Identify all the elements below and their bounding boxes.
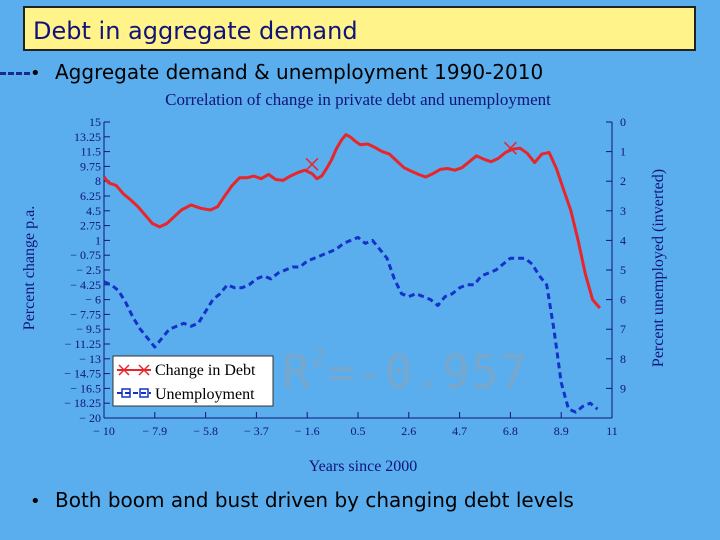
x-tick-label: − 3.7: [244, 424, 269, 438]
x-tick-label: 0.5: [351, 424, 366, 438]
r-squared-exponent: 2: [310, 343, 328, 373]
y-left-tick-label: − 0.75: [70, 248, 101, 262]
bullet-dot-1: •: [30, 63, 41, 84]
x-tick-label: − 5.8: [193, 424, 218, 438]
x-axis-label: Years since 2000: [309, 458, 418, 475]
debt-marker-point: [503, 141, 517, 155]
x-tick-label: 8.9: [554, 424, 569, 438]
x-tick-label: − 1.6: [295, 424, 320, 438]
y-right-tick-label: 7: [620, 322, 626, 336]
y-right-tick-label: 4: [620, 233, 626, 247]
y-left-tick-label: 13.25: [74, 130, 101, 144]
y-left-tick-label: 4.5: [86, 204, 101, 218]
x-tick-label: 6.8: [503, 424, 518, 438]
legend-marker-change-in-debt: [118, 364, 150, 376]
r-squared-label: R2=-0.957: [282, 343, 528, 399]
bullet-1: Aggregate demand & unemployment 1990-201…: [55, 60, 544, 84]
y-right-tick-label: 9: [620, 381, 626, 395]
y-left-tick-label: 1: [95, 233, 101, 247]
y-left-tick-label: − 6: [85, 293, 101, 307]
slide-title-box: Debt in aggregate demand: [23, 6, 696, 51]
series-line-unemployment: [103, 235, 599, 414]
y-left-tick-label: − 14.75: [64, 367, 101, 381]
x-tick-label: 4.7: [452, 424, 467, 438]
y-right-tick-label: 1: [620, 145, 626, 159]
y-left-tick-label: 9.75: [80, 159, 101, 173]
y-left-tick-label: − 18.25: [64, 396, 101, 410]
y-left-tick-label: 2.75: [80, 219, 101, 233]
x-tick-label: − 7.9: [142, 424, 167, 438]
y-right-tick-label: 8: [620, 352, 626, 366]
chart-title: Correlation of change in private debt an…: [165, 90, 551, 109]
y-right-tick-label: 3: [620, 204, 626, 218]
y-left-tick-label: − 16.5: [70, 381, 101, 395]
y-left-tick-label: − 4.25: [70, 278, 101, 292]
y-axis-left-label: Percent change p.a.: [21, 206, 38, 330]
bullet-dot-2: •: [30, 491, 41, 512]
r-squared-value: =-0.957: [327, 345, 529, 399]
y-left-tick-label: − 9.5: [76, 322, 101, 336]
slide-title: Debt in aggregate demand: [33, 17, 358, 45]
y-left-tick-label: − 20: [79, 411, 101, 425]
x-tick-label: 11: [606, 424, 618, 438]
x-tick-label: − 10: [93, 424, 115, 438]
legend-marker-unemployment: [139, 388, 149, 398]
y-left-tick-label: 8: [95, 174, 101, 188]
y-right-tick-label: 6: [620, 293, 626, 307]
legend-label-unemployment: Unemployment: [155, 386, 255, 403]
r-squared-prefix: R: [282, 345, 311, 399]
legend-marker-unemployment: [121, 388, 131, 398]
decorative-dashed-line: [0, 72, 30, 75]
y-left-tick-label: − 7.75: [70, 307, 101, 321]
x-tick-label: 2.6: [401, 424, 416, 438]
y-right-tick-label: 0: [620, 115, 626, 129]
y-left-tick-label: − 13: [79, 352, 101, 366]
legend-label-change-in-debt: Change in Debt: [155, 362, 256, 379]
y-left-tick-label: 11.5: [80, 145, 101, 159]
y-right-tick-label: 2: [620, 174, 626, 188]
bullet-2: Both boom and bust driven by changing de…: [55, 488, 574, 512]
y-left-tick-label: 15: [89, 115, 101, 129]
y-axis-right-label: Percent unemployed (inverted): [650, 169, 667, 367]
series-line-change-in-debt: [102, 133, 602, 310]
y-right-tick-label: 5: [620, 263, 626, 277]
debt-marker-point: [305, 157, 319, 171]
y-left-tick-label: − 2.5: [76, 263, 101, 277]
y-left-tick-label: − 11.25: [65, 337, 101, 351]
y-left-tick-label: 6.25: [80, 189, 101, 203]
